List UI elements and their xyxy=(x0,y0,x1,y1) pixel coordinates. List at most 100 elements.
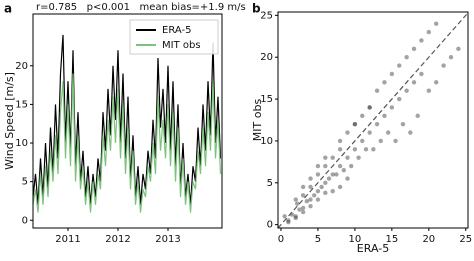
scatter-point xyxy=(411,46,417,52)
scatter-point xyxy=(308,176,313,181)
y-tick-label: 15 xyxy=(15,99,28,110)
scatter-point xyxy=(323,190,328,196)
scatter-point xyxy=(360,138,365,144)
panel-label: b xyxy=(252,2,261,16)
scatter-point xyxy=(293,197,298,202)
scatter-point xyxy=(341,168,346,173)
panel-label: a xyxy=(4,2,12,16)
x-tick-label: 2011 xyxy=(55,234,80,245)
scatter-point xyxy=(356,155,361,160)
scatter-point xyxy=(297,207,302,212)
scatter-point xyxy=(367,105,372,110)
scatter-point xyxy=(289,212,295,217)
y-tick-label: 25 xyxy=(260,10,273,21)
y-axis-label: MIT obs xyxy=(251,99,264,142)
scatter-point xyxy=(300,205,306,211)
plot-frame xyxy=(32,13,223,229)
scatter-point xyxy=(337,163,343,169)
scatter-point xyxy=(323,155,328,160)
scatter-point xyxy=(345,155,350,160)
scatter-point xyxy=(382,80,387,85)
scatter-point xyxy=(411,80,417,85)
scatter-point xyxy=(312,193,317,198)
scatter-point xyxy=(363,147,369,152)
scatter-point xyxy=(315,172,321,177)
scatter-point xyxy=(330,188,335,194)
y-tick-label: 10 xyxy=(15,138,28,149)
scatter-point xyxy=(434,21,439,26)
y-tick-label: 5 xyxy=(267,178,273,189)
series-line xyxy=(32,34,222,205)
scatter-point xyxy=(382,113,387,119)
scatter-point xyxy=(404,55,409,60)
x-tick-label: 10 xyxy=(349,234,362,245)
y-tick-label: 20 xyxy=(15,61,28,72)
scatter-point xyxy=(374,88,380,93)
scatter-point xyxy=(282,214,287,219)
scatter-point xyxy=(337,184,343,190)
scatter-point xyxy=(371,147,376,152)
scatter-point xyxy=(441,63,446,68)
scatter-point xyxy=(315,188,321,194)
scatter-point xyxy=(389,71,395,77)
legend-label: ERA-5 xyxy=(162,25,191,36)
scatter-point xyxy=(323,163,328,169)
scatter-point xyxy=(300,209,306,215)
scatter-point xyxy=(456,46,461,52)
scatter-point xyxy=(448,55,454,60)
x-tick-label: 20 xyxy=(422,234,435,245)
y-tick-label: 5 xyxy=(22,177,28,188)
scatter-point xyxy=(408,130,413,135)
scatter-point xyxy=(286,218,291,223)
y-tick-label: 0 xyxy=(22,215,28,226)
x-tick-label: 0 xyxy=(278,234,284,245)
scatter-point xyxy=(334,172,339,177)
scatter-point xyxy=(330,155,335,160)
y-axis-label: Wind Speed [m/s] xyxy=(3,72,16,170)
plot-frame xyxy=(277,11,469,229)
scatter-point xyxy=(400,121,406,127)
scatter-point xyxy=(393,138,398,144)
one-to-one-line xyxy=(277,12,469,229)
scatter-point xyxy=(360,113,365,119)
scatter-point xyxy=(374,121,380,127)
legend-box xyxy=(129,19,219,55)
y-tick-label: 0 xyxy=(267,220,273,231)
scatter-point xyxy=(286,219,291,225)
scatter-point xyxy=(419,71,424,77)
scatter-point xyxy=(308,197,313,202)
annotation: r=0.785 p<0.001 mean bias=+1.9 m/s xyxy=(36,2,246,13)
scatter-point xyxy=(367,130,372,135)
scatter-point xyxy=(337,138,343,144)
scatter-point xyxy=(315,163,321,169)
scatter-point xyxy=(352,121,358,127)
scatter-point xyxy=(434,80,439,85)
scatter-point xyxy=(300,193,306,198)
y-tick-label: 15 xyxy=(260,94,273,105)
scatter-point xyxy=(415,113,420,119)
scatter-point xyxy=(319,184,324,190)
x-tick-label: 2013 xyxy=(155,234,180,245)
scatter-point xyxy=(293,214,298,219)
legend-label: MIT obs xyxy=(162,40,201,51)
scatter-point xyxy=(345,176,350,181)
x-tick-label: 2012 xyxy=(105,234,130,245)
scatter-point xyxy=(419,38,424,43)
scatter-point xyxy=(304,199,310,204)
scatter-point xyxy=(323,180,328,185)
scatter-point xyxy=(404,88,409,93)
scatter-point xyxy=(352,121,358,127)
scatter-point xyxy=(293,215,298,221)
scatter-point xyxy=(389,105,395,110)
scatter-point xyxy=(337,147,343,152)
y-tick-label: 10 xyxy=(260,136,273,147)
scatter-point xyxy=(348,163,354,169)
scatter-point xyxy=(397,96,402,102)
scatter-point xyxy=(315,197,321,202)
scatter-point xyxy=(397,63,402,68)
x-tick-label: 15 xyxy=(385,234,398,245)
series-line xyxy=(32,73,222,213)
scatter-point xyxy=(426,88,432,93)
scatter-point xyxy=(326,176,332,181)
